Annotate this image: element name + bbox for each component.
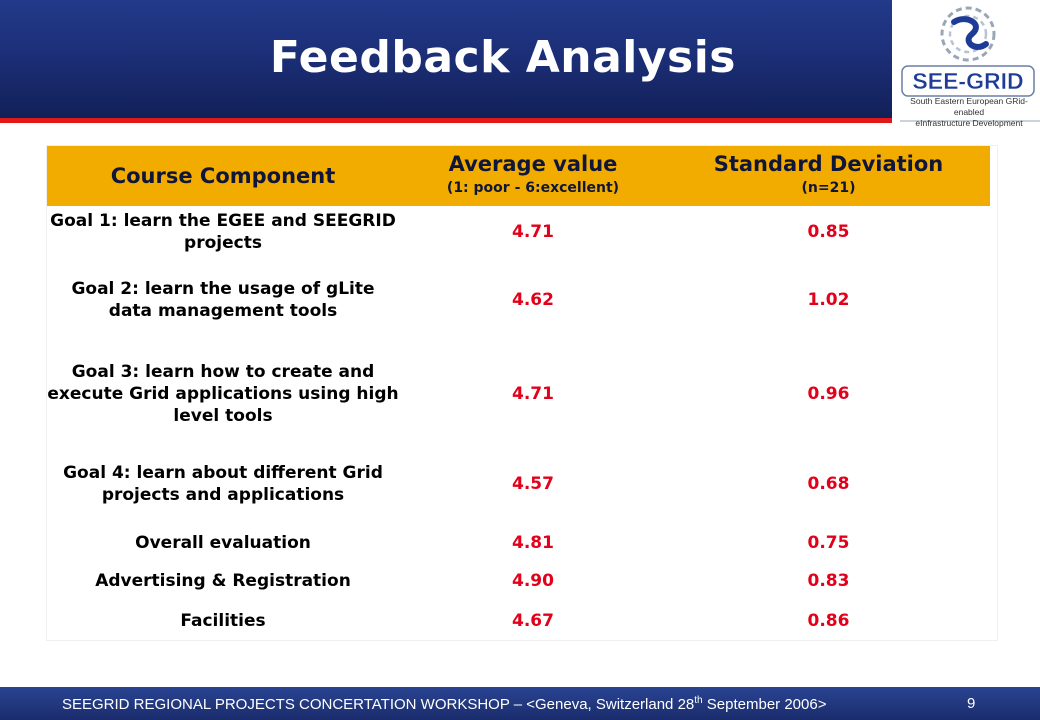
std-dev-cell: 0.75 bbox=[807, 533, 850, 553]
logo-tagline-line-1: South Eastern European GRid-enabled bbox=[910, 96, 1028, 117]
footer-text-start: SEEGRID REGIONAL PROJECTS CONCERTATION W… bbox=[62, 696, 695, 713]
table-row: Facilities 4.67 0.86 bbox=[47, 604, 990, 638]
table-row: Overall evaluation 4.81 0.75 bbox=[47, 526, 990, 560]
see-grid-logo: SEE-GRID bbox=[896, 0, 1040, 124]
row-label: Goal 1: learn the EGEE and SEEGRID proje… bbox=[50, 211, 396, 253]
footer-text-end: September 2006> bbox=[702, 696, 827, 713]
average-value-cell: 4.67 bbox=[512, 611, 554, 631]
std-dev-cell: 1.02 bbox=[807, 290, 850, 310]
std-dev-cell: 0.68 bbox=[807, 474, 850, 494]
average-value-cell: 4.71 bbox=[512, 384, 554, 404]
row-label: Goal 4: learn about different Grid proje… bbox=[63, 463, 383, 505]
page-number: 9 bbox=[967, 695, 976, 712]
logo-wordmark: SEE-GRID bbox=[912, 68, 1023, 94]
table-row: Advertising & Registration 4.90 0.83 bbox=[47, 564, 990, 598]
table-header: Course Component Average value (1: poor … bbox=[47, 146, 990, 206]
feedback-table: Course Component Average value (1: poor … bbox=[47, 146, 997, 640]
row-label: Overall evaluation bbox=[135, 533, 311, 553]
std-dev-cell: 0.96 bbox=[807, 384, 850, 404]
header-average-value: Average value (1: poor - 6:excellent) bbox=[446, 152, 620, 196]
std-dev-cell: 0.86 bbox=[807, 611, 850, 631]
header-standard-deviation: Standard Deviation (n=21) bbox=[713, 152, 944, 196]
logo-tagline-line-2: eInfrastructure Development bbox=[915, 118, 1023, 128]
title-underline bbox=[0, 118, 892, 123]
row-label: Facilities bbox=[180, 611, 266, 631]
average-value-cell: 4.90 bbox=[512, 571, 554, 591]
see-grid-logo-icon: SEE-GRID bbox=[900, 6, 1040, 122]
average-value-cell: 4.81 bbox=[512, 533, 554, 553]
footer-text: SEEGRID REGIONAL PROJECTS CONCERTATION W… bbox=[62, 695, 826, 713]
average-value-cell: 4.71 bbox=[512, 222, 554, 242]
average-value-cell: 4.57 bbox=[512, 474, 554, 494]
row-label: Advertising & Registration bbox=[95, 571, 351, 591]
table-row: Goal 1: learn the EGEE and SEEGRID proje… bbox=[47, 206, 990, 258]
table-row: Goal 2: learn the usage of gLite data ma… bbox=[47, 258, 990, 342]
title-banner: Feedback Analysis bbox=[0, 0, 892, 118]
table-row: Goal 3: learn how to create and execute … bbox=[47, 342, 990, 446]
std-dev-cell: 0.83 bbox=[807, 571, 850, 591]
footer-text-superscript: th bbox=[694, 695, 703, 706]
average-value-cell: 4.62 bbox=[512, 290, 554, 310]
table-row: Goal 4: learn about different Grid proje… bbox=[47, 446, 990, 522]
footer-bar: SEEGRID REGIONAL PROJECTS CONCERTATION W… bbox=[0, 687, 1040, 720]
std-dev-cell: 0.85 bbox=[807, 222, 850, 242]
slide-title: Feedback Analysis bbox=[269, 32, 736, 83]
row-label: Goal 2: learn the usage of gLite data ma… bbox=[71, 279, 375, 321]
logo-tagline: South Eastern European GRid-enabled eInf… bbox=[898, 96, 1040, 129]
row-label: Goal 3: learn how to create and execute … bbox=[47, 362, 399, 426]
header-course-component: Course Component bbox=[110, 164, 336, 188]
